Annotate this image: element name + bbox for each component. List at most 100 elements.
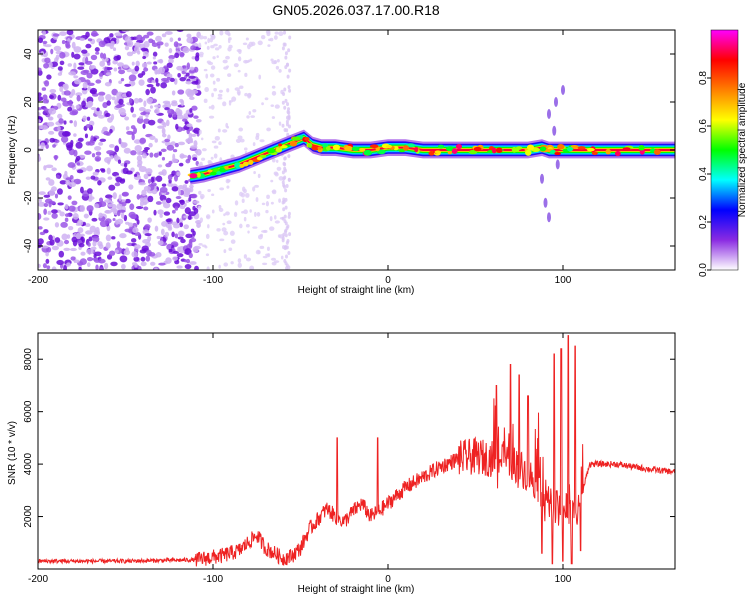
heatmap-noise-blob: [185, 140, 194, 144]
heatmap-noise-blob: [174, 206, 179, 211]
heatmap-noise-blob: [150, 261, 156, 266]
heatmap-noise-blob: [141, 62, 148, 68]
heatmap-noise-blob: [118, 137, 122, 145]
heatmap-noise-blob: [224, 30, 230, 35]
heatmap-noise-blob: [278, 121, 282, 126]
heatmap-noise-blob: [210, 156, 214, 160]
heatmap-noise-blob: [85, 43, 92, 49]
heatmap-noise-blob: [176, 65, 183, 71]
heatmap-ridge-blob: [278, 143, 283, 147]
heatmap-ridge-blob: [511, 146, 517, 153]
heatmap-noise-blob: [168, 248, 173, 253]
heatmap-noise-blob: [188, 241, 193, 248]
heatmap-noise-blob: [56, 259, 64, 266]
heatmap-noise-blob: [119, 233, 127, 239]
heatmap-noise-blob: [47, 116, 54, 121]
heatmap-noise-blob: [168, 58, 174, 64]
heatmap-noise-blob: [154, 107, 160, 115]
heatmap-noise-blob: [95, 109, 103, 117]
heatmap-noise-blob: [188, 132, 193, 139]
heatmap-noise-blob: [259, 139, 265, 143]
heatmap-noise-blob: [284, 51, 288, 56]
heatmap-noise-blob: [76, 169, 84, 174]
heatmap-noise-blob: [147, 195, 154, 203]
heatmap-noise-blob: [66, 30, 74, 36]
heatmap-noise-blob: [181, 65, 187, 69]
heatmap-noise-blob: [223, 262, 229, 267]
heatmap-noise-blob: [255, 197, 259, 202]
heatmap-noise-blob: [217, 93, 223, 97]
heatmap-noise-blob: [210, 104, 215, 110]
heatmap-noise-blob: [226, 179, 231, 183]
heatmap-noise-blob: [166, 76, 171, 81]
heatmap-ridge-blob: [525, 149, 532, 156]
heatmap-noise-blob: [159, 194, 167, 202]
heatmap-noise-blob: [146, 61, 152, 65]
heatmap-noise-blob: [45, 258, 50, 264]
heatmap-noise-blob: [261, 202, 266, 206]
heatmap-noise-blob: [270, 179, 274, 183]
heatmap-noise-blob: [145, 168, 153, 175]
heatmap-noise-blob: [119, 178, 126, 184]
heatmap-noise-blob: [88, 192, 93, 199]
heatmap-noise-blob: [230, 239, 236, 244]
heatmap-noise-blob: [104, 157, 112, 164]
heatmap-noise-blob: [159, 213, 163, 218]
heatmap-noise-blob: [140, 111, 147, 116]
heatmap-noise-blob: [61, 40, 66, 45]
heatmap-noise-blob: [238, 127, 244, 132]
heatmap-noise-blob: [144, 233, 152, 237]
heatmap-noise-blob: [161, 183, 167, 187]
heatmap-noise-blob: [265, 201, 270, 207]
heatmap-noise-blob: [184, 263, 192, 270]
heatmap-noise-blob: [68, 205, 76, 212]
heatmap-noise-blob: [141, 189, 147, 197]
heatmap-noise-blob: [218, 264, 221, 269]
heatmap-noise-blob: [217, 96, 223, 100]
heatmap-noise-blob: [223, 249, 227, 254]
heatmap-noise-blob: [58, 118, 64, 124]
heatmap-noise-blob: [107, 203, 114, 208]
heatmap-noise-blob: [140, 256, 146, 262]
heatmap-noise-blob: [154, 225, 159, 232]
heatmap-noise-blob: [85, 124, 91, 128]
heatmap-noise-blob: [42, 263, 47, 269]
heatmap-noise-blob: [90, 135, 94, 143]
heatmap-noise-blob: [124, 45, 130, 51]
heatmap-noise-blob: [275, 159, 279, 163]
heatmap-noise-blob: [209, 73, 215, 78]
heatmap-noise-blob: [49, 95, 54, 99]
heatmap-noise-blob: [196, 222, 201, 228]
heatmap-noise-blob: [57, 72, 63, 76]
heatmap-noise-blob: [237, 69, 241, 73]
heatmap-noise-blob: [133, 173, 138, 177]
heatmap-noise-blob: [287, 48, 291, 53]
heatmap-noise-blob: [186, 37, 194, 44]
heatmap-ridge-blob: [359, 147, 366, 152]
heatmap-noise-blob: [206, 45, 210, 50]
heatmap-noise-blob: [198, 44, 202, 48]
colorbar-tick-label: 0.0: [698, 263, 709, 277]
heatmap-noise-blob: [134, 65, 140, 72]
heatmap-noise-blob: [143, 40, 150, 48]
heatmap-noise-blob: [118, 69, 126, 75]
heatmap-noise-blob: [102, 101, 108, 109]
heatmap-noise-blob: [136, 193, 141, 200]
heatmap-noise-blob: [285, 184, 289, 189]
heatmap-ridge-blob: [207, 169, 213, 173]
heatmap-noise-blob: [213, 153, 218, 159]
heatmap-noise-blob: [157, 209, 164, 215]
heatmap-noise-blob: [64, 170, 68, 177]
heatmap-noise-blob: [203, 68, 208, 72]
heatmap-noise-blob: [78, 266, 82, 270]
colorbar-gradient: [710, 29, 739, 271]
heatmap-ridge-blob: [428, 151, 435, 156]
heatmap-noise-blob: [133, 97, 140, 104]
heatmap-noise-blob: [62, 100, 70, 107]
heatmap-noise-blob: [65, 177, 72, 181]
heatmap-noise-blob: [40, 142, 45, 149]
heatmap-ridge-blob: [577, 146, 586, 150]
heatmap-noise-blob: [76, 162, 81, 166]
heatmap-noise-blob: [179, 205, 186, 210]
heatmap-feature-blob: [543, 197, 548, 208]
